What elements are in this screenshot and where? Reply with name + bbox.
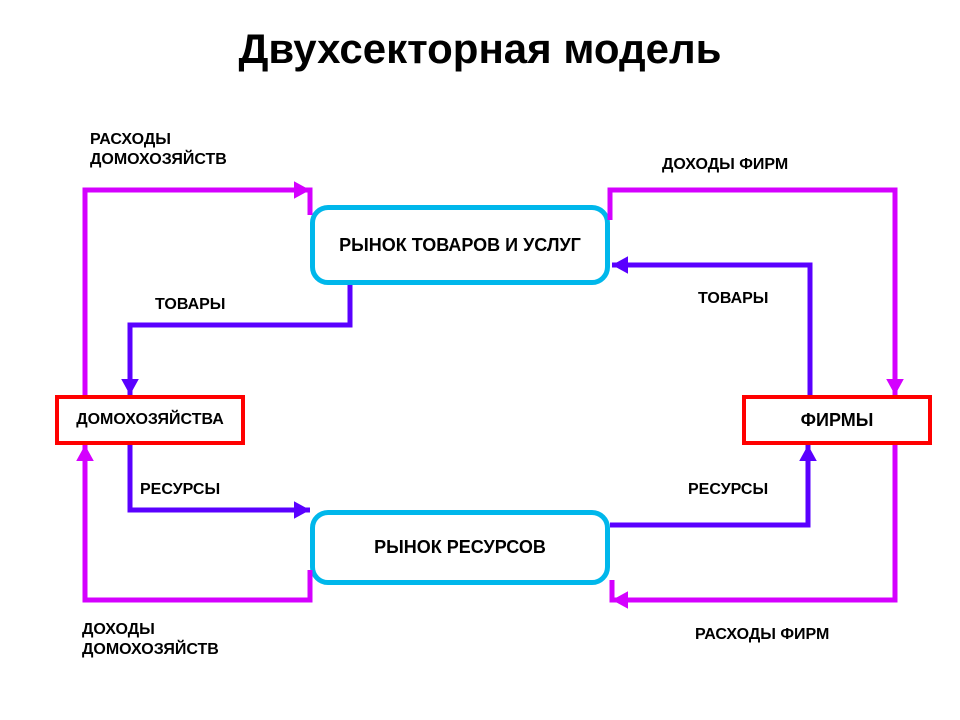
label-goods-left: ТОВАРЫ bbox=[155, 295, 225, 315]
label-resources-left: РЕСУРСЫ bbox=[140, 480, 220, 500]
node-households: ДОМОХОЗЯЙСТВА bbox=[55, 395, 245, 445]
node-firms: ФИРМЫ bbox=[742, 395, 932, 445]
label-firm-spending: РАСХОДЫ ФИРМ bbox=[695, 625, 829, 645]
node-firms-label: ФИРМЫ bbox=[801, 410, 874, 431]
node-hh-label: ДОМОХОЗЯЙСТВА bbox=[76, 411, 224, 429]
node-resource-market: РЫНОК РЕСУРСОВ bbox=[310, 510, 610, 585]
node-resources-label: РЫНОК РЕСУРСОВ bbox=[374, 537, 546, 558]
label-household-spending: РАСХОДЫДОМОХОЗЯЙСТВ bbox=[90, 130, 227, 170]
flow-arrows bbox=[0, 0, 960, 720]
diagram-title: Двухсекторная модель bbox=[0, 25, 960, 73]
label-goods-right: ТОВАРЫ bbox=[698, 289, 768, 309]
node-goods-label: РЫНОК ТОВАРОВ И УСЛУГ bbox=[339, 235, 581, 256]
label-household-income: ДОХОДЫДОМОХОЗЯЙСТВ bbox=[82, 620, 219, 660]
label-firm-income: ДОХОДЫ ФИРМ bbox=[662, 155, 788, 175]
label-resources-right: РЕСУРСЫ bbox=[688, 480, 768, 500]
node-goods-market: РЫНОК ТОВАРОВ И УСЛУГ bbox=[310, 205, 610, 285]
